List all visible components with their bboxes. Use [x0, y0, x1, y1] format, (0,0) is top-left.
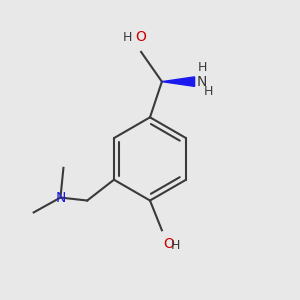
Text: N: N [197, 75, 207, 88]
Text: O: O [164, 237, 174, 251]
Text: H: H [197, 61, 207, 74]
Text: H: H [171, 239, 180, 252]
Polygon shape [162, 77, 195, 86]
Text: H: H [123, 31, 132, 44]
Text: N: N [55, 190, 66, 205]
Text: H: H [204, 85, 214, 98]
Text: O: O [135, 31, 146, 44]
